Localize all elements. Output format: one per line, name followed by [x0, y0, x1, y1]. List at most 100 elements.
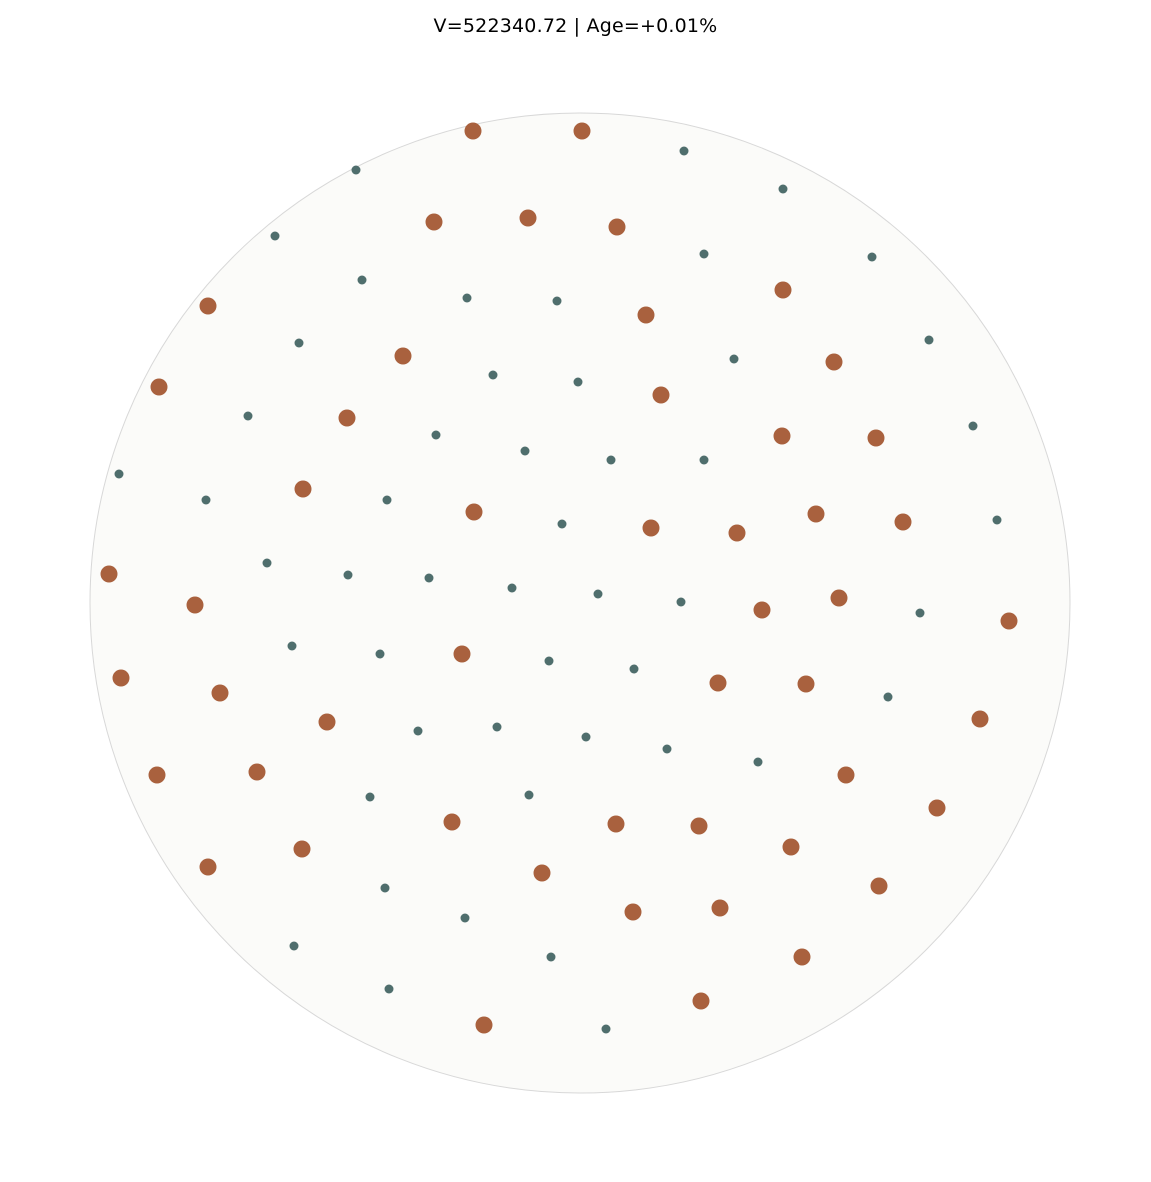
small-teal-particles-dot	[544, 656, 554, 666]
small-teal-particles-dot	[413, 726, 423, 736]
small-teal-particles-dot	[375, 649, 385, 659]
large-orange-particles-dot	[150, 378, 168, 396]
large-orange-particles-dot	[870, 877, 888, 895]
small-teal-particles-dot	[243, 411, 253, 421]
small-teal-particles-dot	[114, 469, 124, 479]
large-orange-particles-dot	[709, 674, 727, 692]
small-teal-particles-dot	[546, 952, 556, 962]
large-orange-particles-dot	[519, 209, 537, 227]
chart-title: V=522340.72 | Age=+0.01%	[433, 15, 718, 37]
boundary-circle	[89, 112, 1071, 1094]
small-teal-particles-dot	[382, 495, 392, 505]
large-orange-particles-dot	[773, 427, 791, 445]
small-teal-particles-dot	[601, 1024, 611, 1034]
large-orange-particles-dot	[728, 524, 746, 542]
large-orange-particles-dot	[837, 766, 855, 784]
large-orange-particles-dot	[1000, 612, 1018, 630]
small-teal-particles-dot	[384, 984, 394, 994]
small-teal-particles-dot	[676, 597, 686, 607]
large-orange-particles-dot	[624, 903, 642, 921]
large-orange-particles-dot	[464, 122, 482, 140]
small-teal-particles-dot	[289, 941, 299, 951]
large-orange-particles-dot	[453, 645, 471, 663]
large-orange-particles-dot	[465, 503, 483, 521]
large-orange-particles-dot	[652, 386, 670, 404]
large-orange-particles-dot	[211, 684, 229, 702]
small-teal-particles-dot	[201, 495, 211, 505]
small-teal-particles-dot	[343, 570, 353, 580]
large-orange-particles-dot	[607, 815, 625, 833]
large-orange-particles-dot	[425, 213, 443, 231]
large-orange-particles-dot	[782, 838, 800, 856]
large-orange-particles-dot	[753, 601, 771, 619]
small-teal-particles-dot	[629, 664, 639, 674]
small-teal-particles-dot	[294, 338, 304, 348]
large-orange-particles-dot	[642, 519, 660, 537]
small-teal-particles-dot	[992, 515, 1002, 525]
small-teal-particles-dot	[968, 421, 978, 431]
small-teal-particles-dot	[520, 446, 530, 456]
large-orange-particles-dot	[199, 297, 217, 315]
small-teal-particles-dot	[431, 430, 441, 440]
large-orange-particles-dot	[394, 347, 412, 365]
small-teal-particles-dot	[524, 790, 534, 800]
large-orange-particles-dot	[971, 710, 989, 728]
large-orange-particles-dot	[774, 281, 792, 299]
small-teal-particles-dot	[606, 455, 616, 465]
large-orange-particles-dot	[928, 799, 946, 817]
small-teal-particles-dot	[365, 792, 375, 802]
large-orange-particles-dot	[318, 713, 336, 731]
small-teal-particles-dot	[593, 589, 603, 599]
large-orange-particles-dot	[797, 675, 815, 693]
small-teal-particles-dot	[270, 231, 280, 241]
small-teal-particles-dot	[462, 293, 472, 303]
large-orange-particles-dot	[293, 840, 311, 858]
small-teal-particles-dot	[778, 184, 788, 194]
large-orange-particles-dot	[573, 122, 591, 140]
large-orange-particles-dot	[825, 353, 843, 371]
small-teal-particles-dot	[662, 744, 672, 754]
small-teal-particles-dot	[488, 370, 498, 380]
large-orange-particles-dot	[692, 992, 710, 1010]
large-orange-particles-dot	[711, 899, 729, 917]
small-teal-particles-dot	[924, 335, 934, 345]
small-teal-particles-dot	[357, 275, 367, 285]
small-teal-particles-dot	[351, 165, 361, 175]
small-teal-particles-dot	[573, 377, 583, 387]
large-orange-particles-dot	[148, 766, 166, 784]
large-orange-particles-dot	[199, 858, 217, 876]
small-teal-particles-dot	[679, 146, 689, 156]
small-teal-particles-dot	[424, 573, 434, 583]
large-orange-particles-dot	[867, 429, 885, 447]
small-teal-particles-dot	[581, 732, 591, 742]
small-teal-particles-dot	[287, 641, 297, 651]
large-orange-particles-dot	[112, 669, 130, 687]
small-teal-particles-dot	[915, 608, 925, 618]
small-teal-particles-dot	[262, 558, 272, 568]
large-orange-particles-dot	[690, 817, 708, 835]
large-orange-particles-dot	[248, 763, 266, 781]
large-orange-particles-dot	[475, 1016, 493, 1034]
large-orange-particles-dot	[608, 218, 626, 236]
small-teal-particles-dot	[729, 354, 739, 364]
small-teal-particles-dot	[380, 883, 390, 893]
large-orange-particles-dot	[294, 480, 312, 498]
small-teal-particles-dot	[753, 757, 763, 767]
large-orange-particles-dot	[338, 409, 356, 427]
small-teal-particles-dot	[492, 722, 502, 732]
large-orange-particles-dot	[637, 306, 655, 324]
small-teal-particles-dot	[557, 519, 567, 529]
small-teal-particles-dot	[699, 455, 709, 465]
large-orange-particles-dot	[186, 596, 204, 614]
large-orange-particles-dot	[443, 813, 461, 831]
small-teal-particles-dot	[699, 249, 709, 259]
large-orange-particles-dot	[894, 513, 912, 531]
large-orange-particles-dot	[100, 565, 118, 583]
small-teal-particles-dot	[883, 692, 893, 702]
large-orange-particles-dot	[533, 864, 551, 882]
large-orange-particles-dot	[807, 505, 825, 523]
small-teal-particles-dot	[460, 913, 470, 923]
small-teal-particles-dot	[507, 583, 517, 593]
